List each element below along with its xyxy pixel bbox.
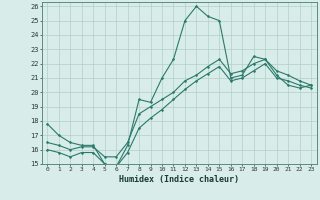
X-axis label: Humidex (Indice chaleur): Humidex (Indice chaleur) — [119, 175, 239, 184]
